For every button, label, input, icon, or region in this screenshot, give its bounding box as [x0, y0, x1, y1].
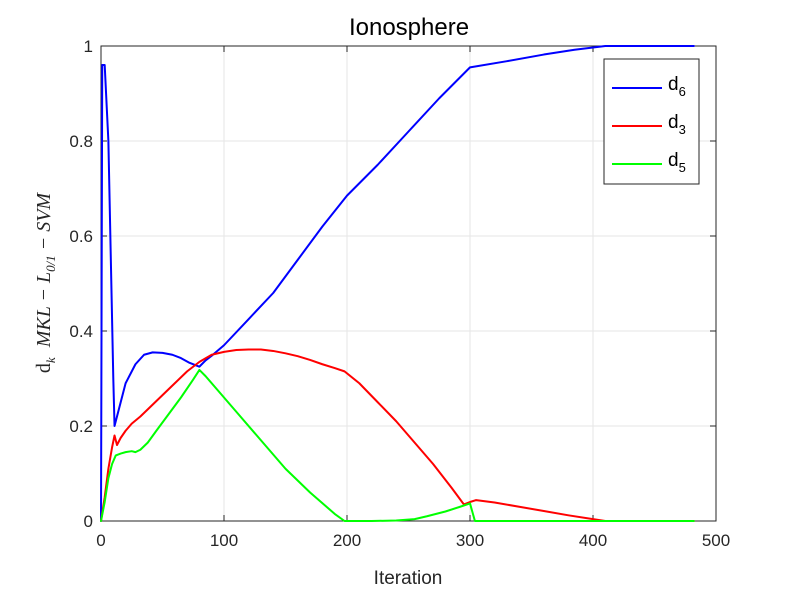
x-axis-label: Iteration: [374, 568, 443, 589]
y-tick-label: 0.4: [69, 322, 93, 341]
series-line-d5: [100, 368, 695, 522]
legend-label-d5: d5: [668, 150, 686, 175]
series-line-d3: [100, 348, 695, 522]
x-tick-label: 0: [96, 531, 105, 550]
y-tick-label: 0.8: [69, 132, 93, 151]
y-axis-label: dk MKL − L0/1 − SVM: [33, 192, 58, 374]
legend: d6 d3 d5: [603, 58, 700, 185]
x-tick-label: 500: [702, 531, 730, 550]
series-lines: [100, 45, 695, 522]
chart-title: Ionosphere: [349, 14, 469, 41]
x-tick-label: 300: [456, 531, 484, 550]
x-tick-label: 200: [333, 531, 361, 550]
y-axis-label-prefix: d: [33, 363, 55, 373]
y-axis-label-text1: MKL − L: [33, 272, 55, 348]
grid: [101, 46, 716, 521]
y-axis-label-text2: − SVM: [33, 192, 55, 256]
legend-label-d3: d3: [668, 112, 686, 137]
y-axis-label-prefix-sub: k: [43, 357, 58, 363]
y-tick-label: 0.6: [69, 227, 93, 246]
x-tick-label: 100: [210, 531, 238, 550]
y-tick-label: 1: [84, 37, 93, 56]
y-axis-ticks: 0 0.2 0.4 0.6 0.8 1: [69, 37, 716, 531]
x-tick-label: 400: [579, 531, 607, 550]
legend-items: d6 d3 d5: [612, 74, 686, 175]
y-axis-label-sub: 0/1: [43, 255, 58, 272]
legend-label-d6: d6: [668, 74, 686, 99]
y-tick-label: 0.2: [69, 417, 93, 436]
y-tick-label: 0: [84, 512, 93, 531]
series-line-d6: [100, 45, 695, 522]
